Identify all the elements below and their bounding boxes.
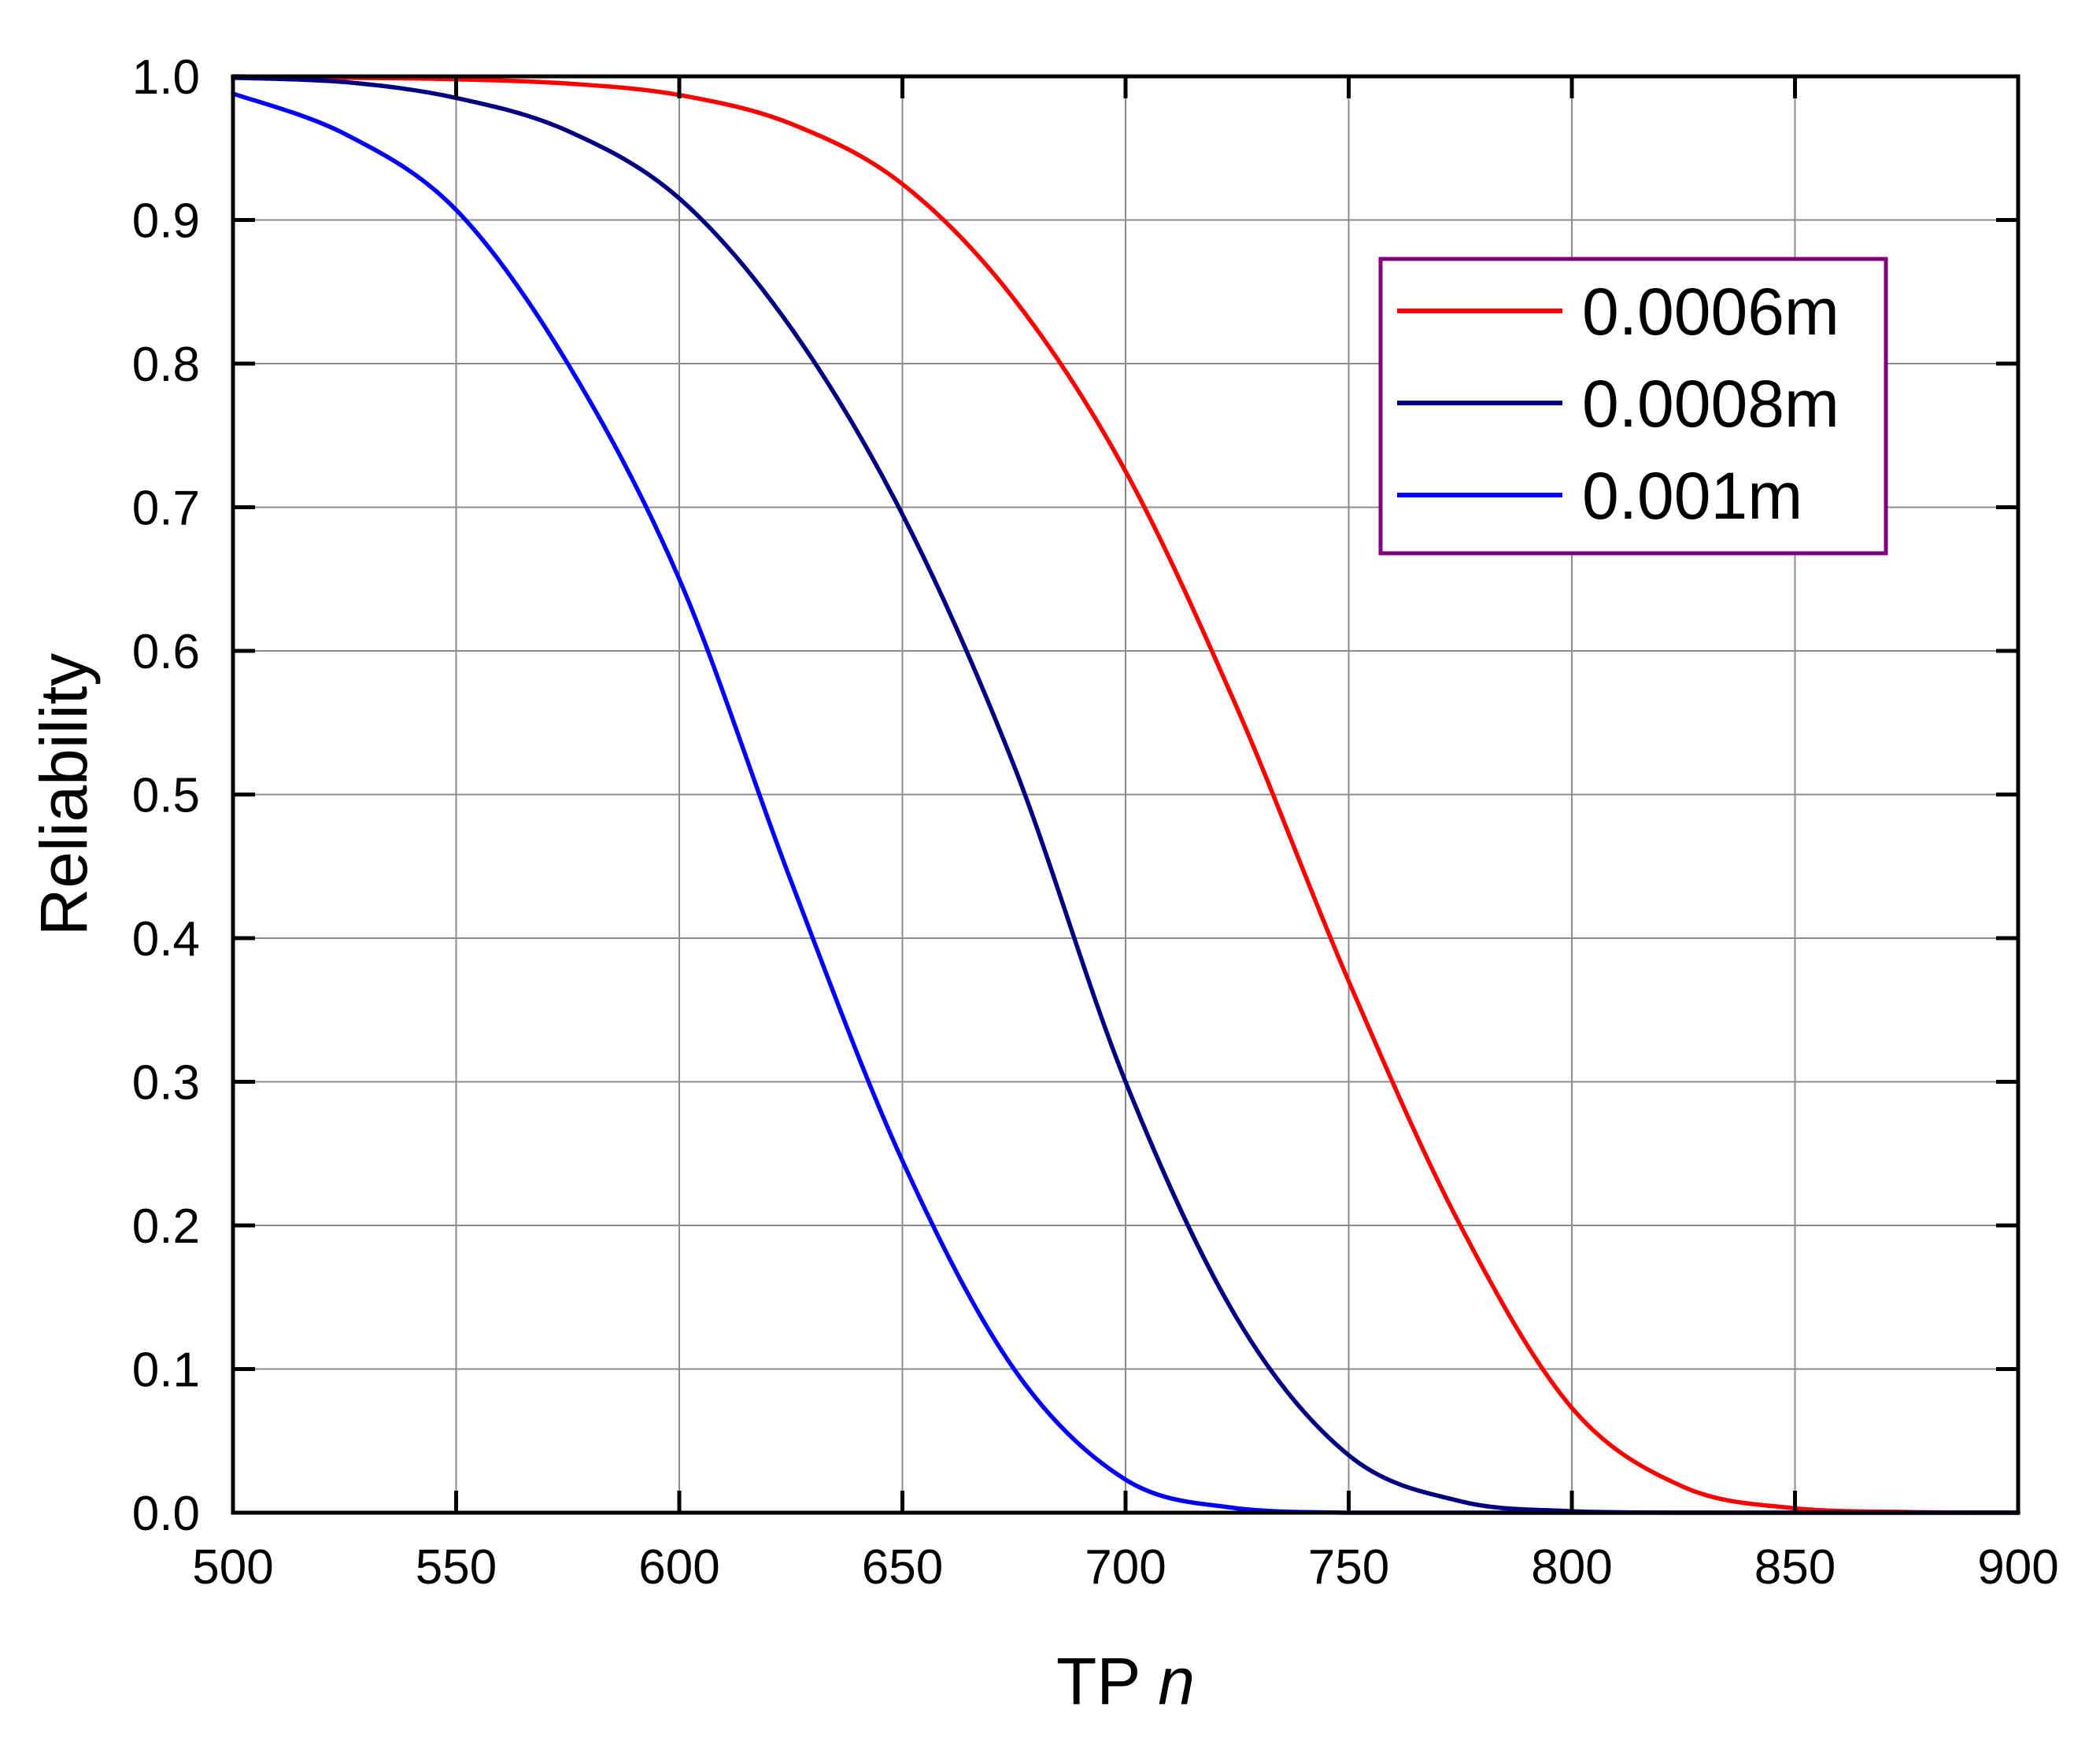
x-tick-label: 650: [862, 1540, 943, 1595]
legend: 0.0006m 0.0008m 0.001m: [1378, 257, 1888, 556]
x-tick-label: 600: [638, 1540, 719, 1595]
y-tick-labels: 0.0 0.1 0.2 0.3 0.4 0.5 0.6 0.7 0.8 0.9 1.0: [132, 50, 200, 1541]
legend-box: [1378, 257, 1888, 556]
x-axis-title-variable: n: [1158, 1644, 1195, 1718]
legend-label: 0.0006m: [1582, 275, 1839, 349]
x-axis-title-text: TP: [1056, 1644, 1140, 1718]
y-tick-label: 0.3: [132, 1056, 200, 1111]
x-tick-label: 900: [1977, 1540, 2058, 1595]
y-tick-label: 0.1: [132, 1343, 200, 1398]
y-tick-label: 0.5: [132, 769, 200, 823]
y-axis-title: Reliability: [27, 653, 101, 936]
x-tick-label: 800: [1531, 1540, 1612, 1595]
legend-label: 0.0008m: [1582, 367, 1839, 441]
x-tick-label: 500: [192, 1540, 273, 1595]
x-axis-title: TP n: [1056, 1644, 1195, 1718]
x-tick-label: 550: [416, 1540, 497, 1595]
y-tick-label: 0.8: [132, 338, 200, 392]
x-tick-label: 700: [1085, 1540, 1166, 1595]
y-tick-label: 0.6: [132, 625, 200, 679]
x-tick-labels: 500 550 600 650 700 750 800 850 900: [192, 1540, 2058, 1595]
x-tick-label: 850: [1754, 1540, 1836, 1595]
legend-label: 0.001m: [1582, 459, 1802, 533]
y-tick-label: 0.0: [132, 1487, 200, 1541]
legend-items: 0.0006m 0.0008m 0.001m: [1397, 275, 1839, 533]
series-line-0.0006m: [231, 74, 2021, 1515]
y-tick-label: 1.0: [132, 50, 200, 105]
y-tick-label: 0.9: [132, 194, 200, 249]
y-tick-label: 0.2: [132, 1199, 200, 1254]
x-tick-label: 750: [1308, 1540, 1389, 1595]
y-tick-label: 0.7: [132, 482, 200, 536]
y-tick-label: 0.4: [132, 912, 200, 966]
axis-ticks: [231, 74, 2021, 1515]
